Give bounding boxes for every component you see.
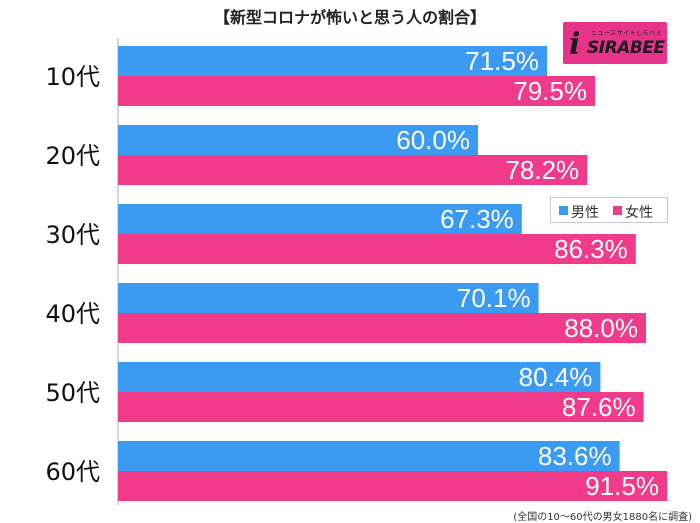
logo-brand: SIRABEE xyxy=(587,38,665,58)
data-label: 83.6% xyxy=(538,441,612,471)
data-label: 80.4% xyxy=(519,362,593,392)
data-label: 86.3% xyxy=(554,234,628,264)
data-label: 91.5% xyxy=(585,471,659,501)
logo-tagline: ニュースサイトしらべぇ xyxy=(591,30,663,37)
chart-title: 【新型コロナが怖いと思う人の割合】 xyxy=(213,8,486,27)
bar-male xyxy=(118,362,601,392)
bar-male xyxy=(118,204,522,234)
category-label: 40代 xyxy=(45,300,100,328)
data-label: 60.0% xyxy=(396,125,470,155)
category-label: 10代 xyxy=(45,63,100,91)
legend-swatch-female xyxy=(613,206,622,215)
category-label: 20代 xyxy=(45,142,100,170)
footnote: (全国の10〜60代の男女1880名に調査) xyxy=(513,512,692,523)
data-label: 87.6% xyxy=(562,392,636,422)
bar-female xyxy=(118,76,595,106)
data-label: 71.5% xyxy=(465,46,539,76)
category-label: 50代 xyxy=(45,379,100,407)
data-label: 88.0% xyxy=(564,313,638,343)
bar-male xyxy=(118,46,547,76)
bar-female xyxy=(118,234,636,264)
data-label: 70.1% xyxy=(457,283,531,313)
logo-mark: i xyxy=(569,27,581,62)
bar-male xyxy=(118,283,539,313)
category-label: 60代 xyxy=(45,458,100,486)
bar-male xyxy=(118,441,620,471)
bar-female xyxy=(118,392,644,422)
bar-female xyxy=(118,155,588,185)
data-label: 67.3% xyxy=(440,204,514,234)
bar-female xyxy=(118,313,646,343)
sirabee-logo: i ニュースサイトしらべぇ SIRABEE xyxy=(563,22,667,64)
legend-label-female: 女性 xyxy=(625,205,653,221)
legend-swatch-male xyxy=(559,206,568,215)
legend: 男性 女性 xyxy=(550,197,668,223)
data-label: 79.5% xyxy=(513,76,587,106)
category-label: 30代 xyxy=(45,221,100,249)
data-label: 78.2% xyxy=(505,155,579,185)
bar-male xyxy=(118,125,478,155)
legend-label-male: 男性 xyxy=(571,205,599,221)
bar-female xyxy=(118,471,667,501)
